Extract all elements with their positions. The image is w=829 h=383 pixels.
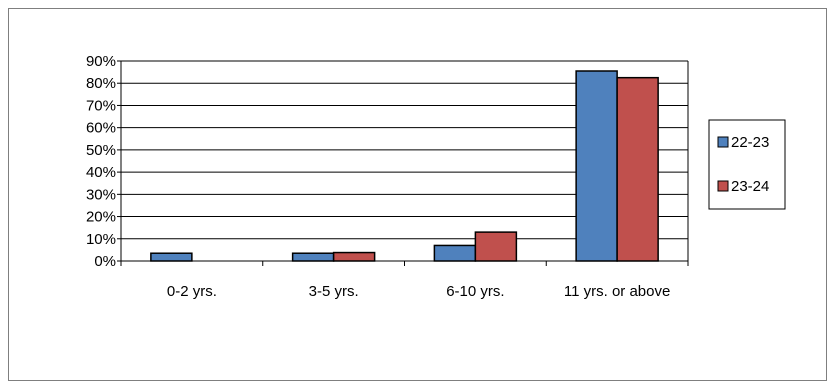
x-category-label: 11 yrs. or above — [564, 283, 670, 300]
legend: 22-23 23-24 — [708, 119, 786, 210]
x-category-label: 6-10 yrs. — [446, 283, 504, 300]
y-tick-label: 20% — [86, 209, 116, 226]
bar-22-23-2 — [433, 244, 477, 262]
bar-22-23-3 — [575, 70, 618, 262]
bar-22-23-0 — [150, 252, 193, 262]
legend-label: 22-23 — [731, 134, 769, 151]
x-category-labels: 0-2 yrs. 3-5 yrs. 6-10 yrs. 11 yrs. or abov… — [167, 283, 670, 300]
y-tick-label: 50% — [86, 142, 116, 159]
legend-label: 23-24 — [731, 178, 769, 195]
y-tick-label: 30% — [86, 186, 116, 203]
legend-swatch-22-23 — [717, 136, 729, 148]
bars — [150, 70, 659, 262]
y-tick-label: 70% — [86, 97, 116, 114]
y-tick-label: 80% — [86, 75, 116, 92]
y-tick-label: 60% — [86, 120, 116, 137]
y-tick-label: 40% — [86, 164, 116, 181]
bar-23-24-2 — [474, 231, 518, 262]
x-category-label: 0-2 yrs. — [167, 283, 217, 300]
legend-box — [708, 119, 786, 210]
y-tick-labels: 0% 10% 20% 30% 40% 50% 60% 70% 80% 90% — [86, 53, 116, 270]
legend-swatch-23-24 — [717, 180, 729, 192]
bar-23-24-1 — [332, 251, 376, 262]
y-tick-label: 10% — [86, 231, 116, 248]
x-category-label: 3-5 yrs. — [309, 283, 359, 300]
y-tick-label: 0% — [94, 253, 116, 270]
bar-22-23-1 — [291, 252, 335, 262]
y-tick-label: 90% — [86, 53, 116, 70]
bar-23-24-3 — [616, 76, 659, 262]
axes — [117, 60, 689, 266]
